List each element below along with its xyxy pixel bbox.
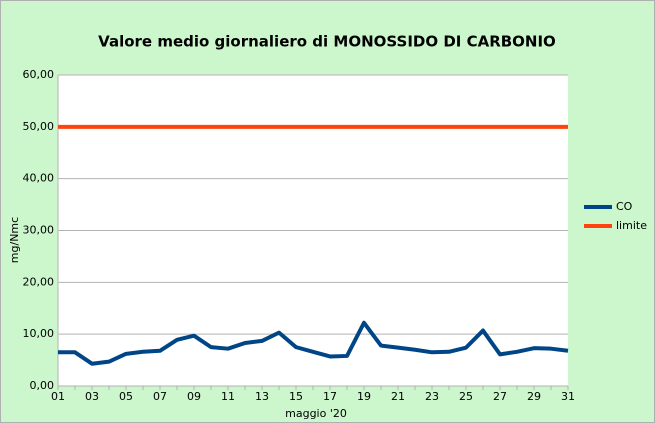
x-tick-label: 09: [187, 390, 201, 403]
x-tick-label: 25: [459, 390, 473, 403]
x-tick-label: 17: [323, 390, 337, 403]
y-tick-label: 0,00: [30, 379, 55, 392]
x-tick-label: 27: [493, 390, 507, 403]
legend-label: limite: [616, 219, 647, 232]
y-tick-label: 30,00: [23, 224, 55, 237]
x-tick-label: 31: [561, 390, 575, 403]
legend-label: CO: [616, 200, 633, 213]
x-tick-label: 15: [289, 390, 303, 403]
x-tick-label: 07: [153, 390, 167, 403]
x-tick-label: 03: [85, 390, 99, 403]
x-tick-label: 23: [425, 390, 439, 403]
series-line: [58, 320, 569, 366]
y-axis-label: mg/Nmc: [8, 217, 21, 263]
y-tick-label: 10,00: [23, 327, 55, 340]
y-tick-label: 40,00: [23, 172, 55, 185]
x-axis-label: maggio '20: [285, 407, 347, 420]
x-tick-label: 21: [391, 390, 405, 403]
x-tick-label: 29: [527, 390, 541, 403]
x-tick-label: 01: [51, 390, 65, 403]
chart-title: Valore medio giornaliero di MONOSSIDO DI…: [98, 33, 556, 51]
x-tick-label: 11: [221, 390, 235, 403]
y-tick-label: 60,00: [23, 68, 55, 81]
y-tick-label: 20,00: [23, 275, 55, 288]
x-tick-label: 19: [357, 390, 371, 403]
x-tick-label: 05: [119, 390, 133, 403]
x-tick-label: 13: [255, 390, 269, 403]
y-tick-label: 50,00: [23, 120, 55, 133]
